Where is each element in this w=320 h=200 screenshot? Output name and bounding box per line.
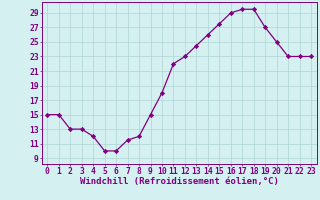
- X-axis label: Windchill (Refroidissement éolien,°C): Windchill (Refroidissement éolien,°C): [80, 177, 279, 186]
